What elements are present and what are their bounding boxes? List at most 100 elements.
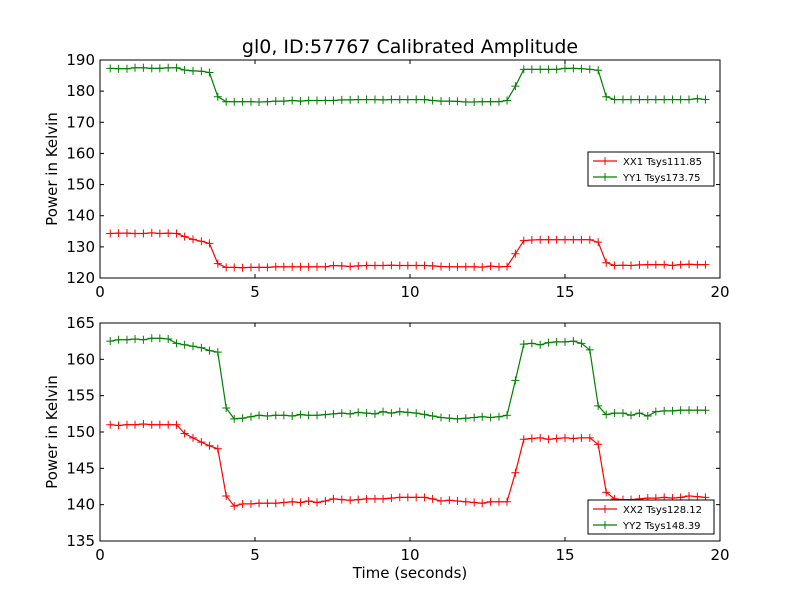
data-point-marker [420,493,429,502]
data-point-marker [172,339,181,348]
data-point-marker [412,409,421,418]
data-point-marker [255,98,264,107]
data-point-marker [693,492,702,501]
x-tick-label: 0 [95,546,105,564]
data-point-marker [412,95,421,104]
data-point-marker [180,65,189,74]
data-point-marker [561,64,569,73]
data-point-marker [668,95,677,104]
data-point-marker [685,260,693,269]
data-point-marker [685,406,693,415]
data-point-marker [668,261,677,270]
legend-label: XX2 Tsys128.12 [623,505,702,516]
data-point-marker [395,407,404,416]
data-point-marker [461,262,470,271]
data-point-marker [527,65,536,74]
legend-box [587,499,715,535]
data-point-marker [139,335,148,344]
data-point-marker [585,345,594,354]
data-point-marker [470,413,479,422]
data-point-marker [569,64,578,73]
data-point-marker [238,97,247,106]
data-point-marker [569,337,578,346]
data-point-marker [238,499,247,508]
data-point-marker [329,96,338,105]
data-point-marker [461,98,470,107]
data-point-marker [296,498,305,507]
data-point-marker [362,261,371,270]
data-point-marker [271,411,280,420]
chart-panel-top: 0 5 10 15 20 120 130 140 150 160 170 180 190 Power in… [43,51,730,301]
y-tick-label: 145 [66,459,95,477]
data-point-marker [362,409,371,418]
data-point-marker [701,406,710,415]
data-point-marker [627,261,636,270]
data-point-marker [577,235,586,244]
y-tick-label: 170 [66,113,95,131]
data-point-marker [114,229,123,238]
data-point-marker [313,96,321,105]
figure-title: gl0, ID:57767 Calibrated Amplitude [242,36,578,58]
data-point-marker [155,229,164,238]
data-point-marker [147,334,156,343]
y-tick-label: 165 [66,314,95,332]
data-point-marker [213,92,222,101]
data-point-marker [470,262,479,271]
data-point-marker [346,262,355,271]
data-point-marker [561,337,569,346]
data-point-marker [651,95,660,104]
data-point-marker [106,420,115,429]
x-tick-label: 15 [555,283,574,301]
data-point-marker [279,411,288,420]
x-tick-label: 20 [710,283,729,301]
data-point-marker [511,249,520,258]
data-point-marker [180,232,189,241]
data-point-marker [288,412,297,421]
data-point-marker [536,340,545,349]
data-point-marker [453,262,462,271]
data-point-marker [552,235,561,244]
legend-marker [601,173,609,181]
data-point-marker [503,411,512,420]
data-point-marker [271,499,280,508]
data-point-marker [205,68,214,77]
legend-marker [601,157,609,165]
data-point-marker [494,262,503,271]
data-point-marker [453,497,462,506]
data-point-marker [139,229,148,238]
data-point-marker [313,411,321,420]
data-point-marker [635,95,644,104]
data-point-marker [536,433,545,442]
data-point-marker [618,95,627,104]
data-point-marker [668,406,677,415]
data-point-marker [346,95,355,104]
data-point-marker [296,410,305,419]
legend-box [587,151,715,187]
data-point-marker [486,413,495,422]
data-point-marker [263,499,272,508]
data-point-marker [180,340,189,349]
data-point-marker [205,239,214,248]
data-point-marker [230,502,239,511]
data-point-marker [594,238,603,247]
data-point-marker [255,499,264,508]
data-point-marker [122,335,131,344]
x-tick-label: 10 [400,546,419,564]
data-point-marker [536,65,545,74]
data-point-marker [180,429,189,438]
data-point-marker [230,97,239,106]
data-point-marker [412,261,421,270]
data-point-marker [164,229,173,238]
data-point-marker [602,92,611,101]
data-point-marker [106,229,115,238]
data-point-marker [189,433,197,442]
data-point-marker [403,95,412,104]
data-point-marker [403,493,412,502]
y-axis-label: Power in Kelvin [43,375,61,489]
data-point-marker [313,262,321,271]
data-point-marker [222,97,231,106]
data-point-marker [205,346,214,355]
data-point-marker [420,261,429,270]
data-point-marker [552,434,561,443]
data-point-marker [594,401,603,410]
